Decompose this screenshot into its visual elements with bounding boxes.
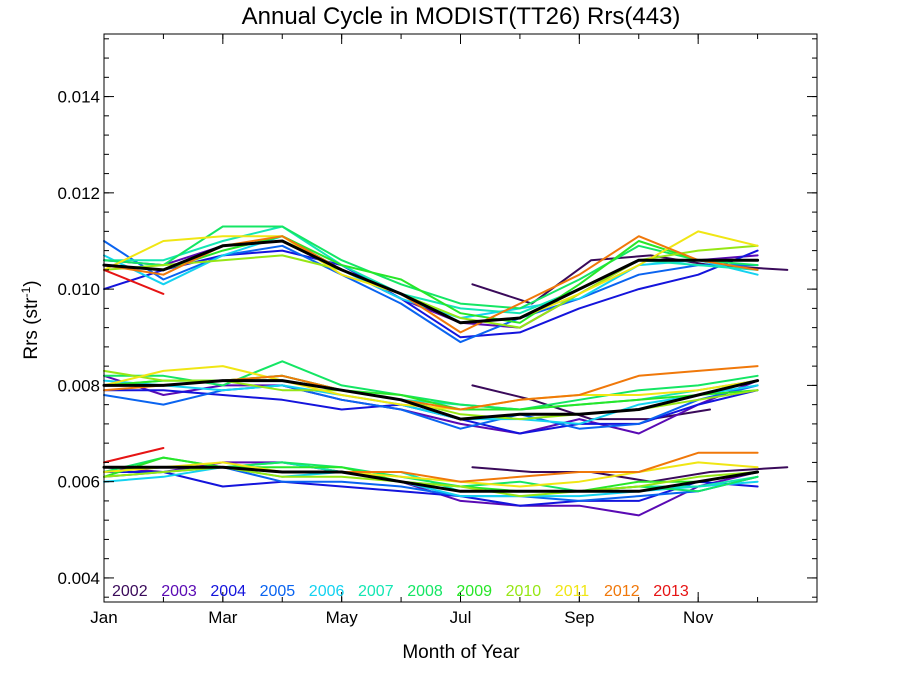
legend-entry-2004: 2004 xyxy=(210,583,246,600)
series-2009-line-0 xyxy=(103,235,759,324)
legend-entry-2010: 2010 xyxy=(506,583,542,600)
x-tick-label: Jan xyxy=(90,608,117,627)
legend-entry-2011: 2011 xyxy=(555,583,590,600)
series-2011-line-1 xyxy=(103,365,759,411)
legend-entry-2007: 2007 xyxy=(358,583,394,600)
legend-entry-2013: 2013 xyxy=(653,583,689,600)
y-axis-label-tail: ) xyxy=(21,280,42,286)
series-2013-line-0 xyxy=(103,268,165,295)
series-2011-line-2 xyxy=(103,461,759,488)
series-mean-line-0 xyxy=(102,239,760,325)
legend-entry-2008: 2008 xyxy=(407,583,443,600)
x-tick-label: May xyxy=(326,608,359,627)
y-axis-label-superscript: -1 xyxy=(19,286,33,297)
series-2003-line-1 xyxy=(103,374,759,435)
series-2006-line-1 xyxy=(103,379,759,425)
series-2008-line-0 xyxy=(103,225,759,310)
series-mean xyxy=(102,239,760,493)
series-2004-line-2 xyxy=(103,471,759,507)
series-2004-line-0 xyxy=(103,249,759,339)
x-axis-label: Month of Year xyxy=(402,642,520,663)
legend: 2002 2003 2004 2005 2006 2007 2008 2009 2010 2011… xyxy=(112,583,689,600)
series-2005-line-1 xyxy=(103,384,759,430)
y-tick-label: 0.006 xyxy=(57,473,100,492)
y-tick-label: 0.004 xyxy=(57,569,100,588)
chart-title: Annual Cycle in MODIST(TT26) Rrs(443) xyxy=(242,3,681,30)
legend-entry-2006: 2006 xyxy=(309,583,345,600)
y-axis-label-main: Rrs (str xyxy=(21,297,42,360)
legend-entry-2009: 2009 xyxy=(456,583,492,600)
legend-entry-2003: 2003 xyxy=(161,583,197,600)
series-mean-line-2 xyxy=(102,465,760,493)
y-tick-label: 0.012 xyxy=(57,184,100,203)
y-tick-label: 0.014 xyxy=(57,88,100,107)
x-tick-label: Nov xyxy=(683,608,714,627)
series-2002-line-2 xyxy=(471,466,789,483)
x-tick-label: Sep xyxy=(564,608,594,627)
series-mean-line-1 xyxy=(102,379,760,421)
x-tick-label: Mar xyxy=(208,608,238,627)
series-2013-line-1 xyxy=(103,447,165,464)
legend-entry-2005: 2005 xyxy=(260,583,296,600)
series-layer xyxy=(102,225,789,517)
y-axis-label: Rrs (str-1) xyxy=(19,280,42,359)
legend-entry-2012: 2012 xyxy=(604,583,640,600)
x-tick-label: Jul xyxy=(450,608,472,627)
legend-entry-2002: 2002 xyxy=(112,583,148,600)
series-2013 xyxy=(103,268,165,464)
y-tick-label: 0.010 xyxy=(57,280,100,299)
y-tick-label: 0.008 xyxy=(57,376,100,395)
axes-layer: Jan Mar May Jul Sep Nov 0.004 0.006 0.008 0.010 0.… xyxy=(57,33,818,627)
series-2008-line-1 xyxy=(103,360,759,411)
